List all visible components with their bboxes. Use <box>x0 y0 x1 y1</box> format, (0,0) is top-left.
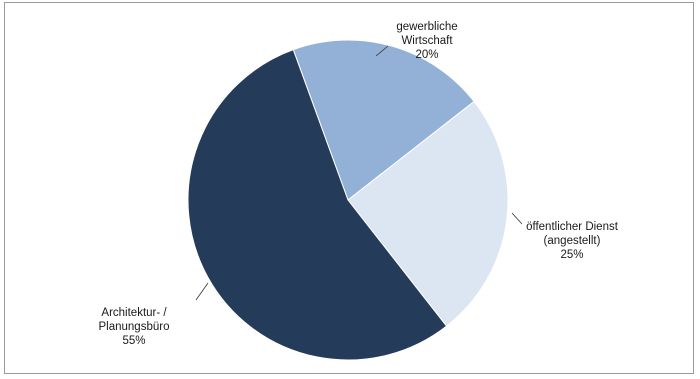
slice-percent-2: 55% <box>122 335 145 347</box>
slice-label-line-2-0: Architektur- / <box>101 307 167 319</box>
slice-label-1: öffentlicher Dienst (angestellt) 25% <box>526 221 619 261</box>
slice-percent-0: 20% <box>415 49 438 61</box>
slice-label-0: gewerbliche Wirtschaft 20% <box>396 21 457 61</box>
leader-line-1 <box>511 212 523 225</box>
slice-label-line-2-1: Planungsbüro <box>99 321 170 333</box>
slice-label-line-0-1: Wirtschaft <box>401 35 453 47</box>
pie-slice-1 <box>347 100 509 327</box>
slice-percent-1: 25% <box>560 249 583 261</box>
slice-label-2: Architektur- / Planungsbüro 55% <box>99 307 170 347</box>
slice-label-line-1-1: (angestellt) <box>544 235 601 247</box>
leader-line-0 <box>375 45 389 57</box>
slice-label-line-1-0: öffentlicher Dienst <box>526 221 619 233</box>
slice-label-line-0-0: gewerbliche <box>396 21 457 33</box>
leader-line-2 <box>195 282 209 301</box>
pie-slice-0 <box>292 39 475 201</box>
pie-slice-2 <box>187 49 448 361</box>
